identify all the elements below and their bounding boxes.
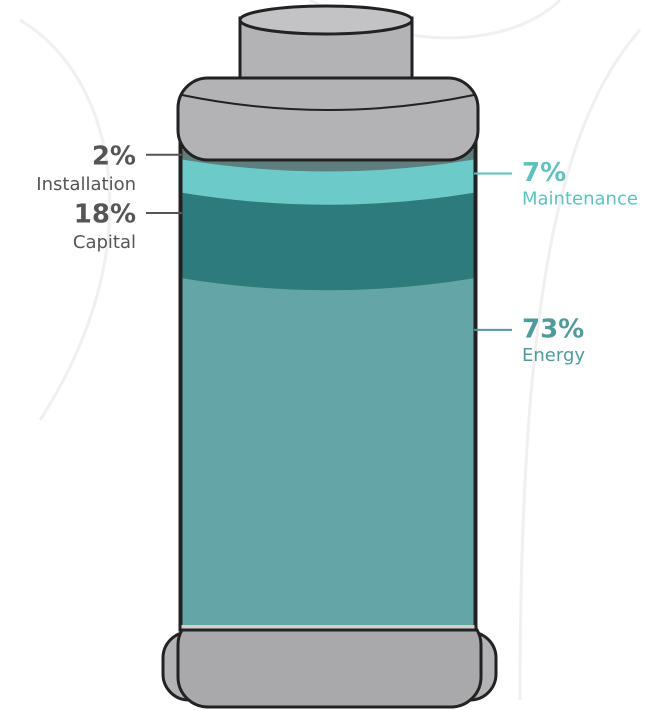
- category-label: Capital: [73, 232, 136, 253]
- value-label: 73%: [522, 314, 584, 344]
- neck-top: [238, 4, 414, 36]
- labels: 2% Installation 7%Maintenance 18%Capital 73%…: [36, 141, 638, 366]
- top-parts: [176, 4, 480, 162]
- category-label: Installation: [36, 174, 136, 195]
- segments: [179, 140, 477, 625]
- category-label: Energy: [522, 345, 585, 366]
- value-label: 2%: [92, 141, 136, 171]
- value-label: 18%: [74, 200, 136, 230]
- cap-rim: [181, 94, 475, 111]
- segment: [182, 159, 474, 205]
- category-label: Maintenance: [522, 188, 638, 209]
- segment: [182, 192, 474, 291]
- segment: [182, 278, 474, 625]
- top-cap: [176, 76, 480, 162]
- value-label: 7%: [522, 158, 566, 188]
